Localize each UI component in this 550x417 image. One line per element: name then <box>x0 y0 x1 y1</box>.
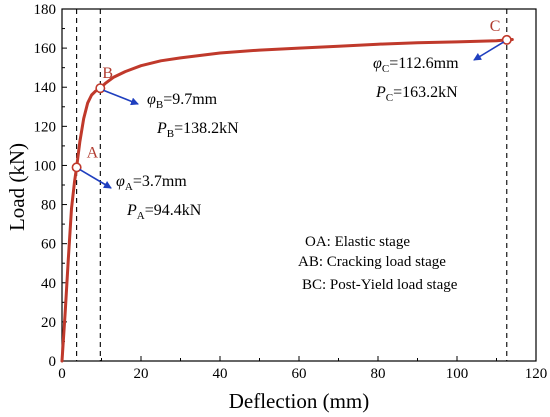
y-tick-label: 40 <box>41 276 56 292</box>
annotation-phi-c: φC=112.6mm <box>373 55 459 75</box>
stage-note: AB: Cracking load stage <box>298 254 446 270</box>
point-c-label: C <box>490 18 501 35</box>
annotation-arrow-a <box>79 168 112 189</box>
x-tick-label: 100 <box>446 366 469 382</box>
point-b-marker <box>95 83 106 94</box>
x-tick-label: 40 <box>213 366 228 382</box>
stage-note: BC: Post-Yield load stage <box>302 277 458 293</box>
y-tick-label: 20 <box>41 315 56 331</box>
y-tick-label: 120 <box>34 119 57 135</box>
x-tick-label: 80 <box>371 366 386 382</box>
plot-area: 0 20 40 60 80 100 120 0 20 40 60 80 100 120 140 160 180 A… <box>34 2 548 382</box>
y-tick-label: 60 <box>41 237 56 253</box>
x-tick-label: 20 <box>134 366 149 382</box>
load-deflection-curve <box>60 38 514 363</box>
y-tick-label: 160 <box>34 41 57 57</box>
annotation-load-c: PC=163.2kN <box>375 84 458 104</box>
y-tick-label: 100 <box>34 158 57 174</box>
y-tick-label: 0 <box>49 354 57 370</box>
annotation-arrow-b <box>103 89 139 106</box>
x-tick-label: 60 <box>292 366 307 382</box>
y-tick-label: 180 <box>34 2 57 18</box>
x-tick-label: 0 <box>58 366 66 382</box>
annotation-load-b: PB=138.2kN <box>156 120 239 140</box>
x-tick-label: 120 <box>525 366 548 382</box>
x-axis-label: Deflection (mm) <box>229 389 370 413</box>
y-axis-label: Load (kN) <box>5 143 29 231</box>
point-a-label: A <box>87 144 99 161</box>
point-c-marker <box>501 34 512 45</box>
y-tick-label: 80 <box>41 198 56 214</box>
point-a-marker <box>71 162 82 173</box>
point-b-label: B <box>102 65 113 82</box>
annotation-phi-b: φB=9.7mm <box>147 91 218 111</box>
y-tick-label: 140 <box>34 80 57 96</box>
annotation-load-a: PA=94.4kN <box>126 202 202 222</box>
stage-note: OA: Elastic stage <box>305 234 410 250</box>
annotation-arrow-c <box>473 41 505 61</box>
annotation-phi-a: φA=3.7mm <box>116 173 187 193</box>
